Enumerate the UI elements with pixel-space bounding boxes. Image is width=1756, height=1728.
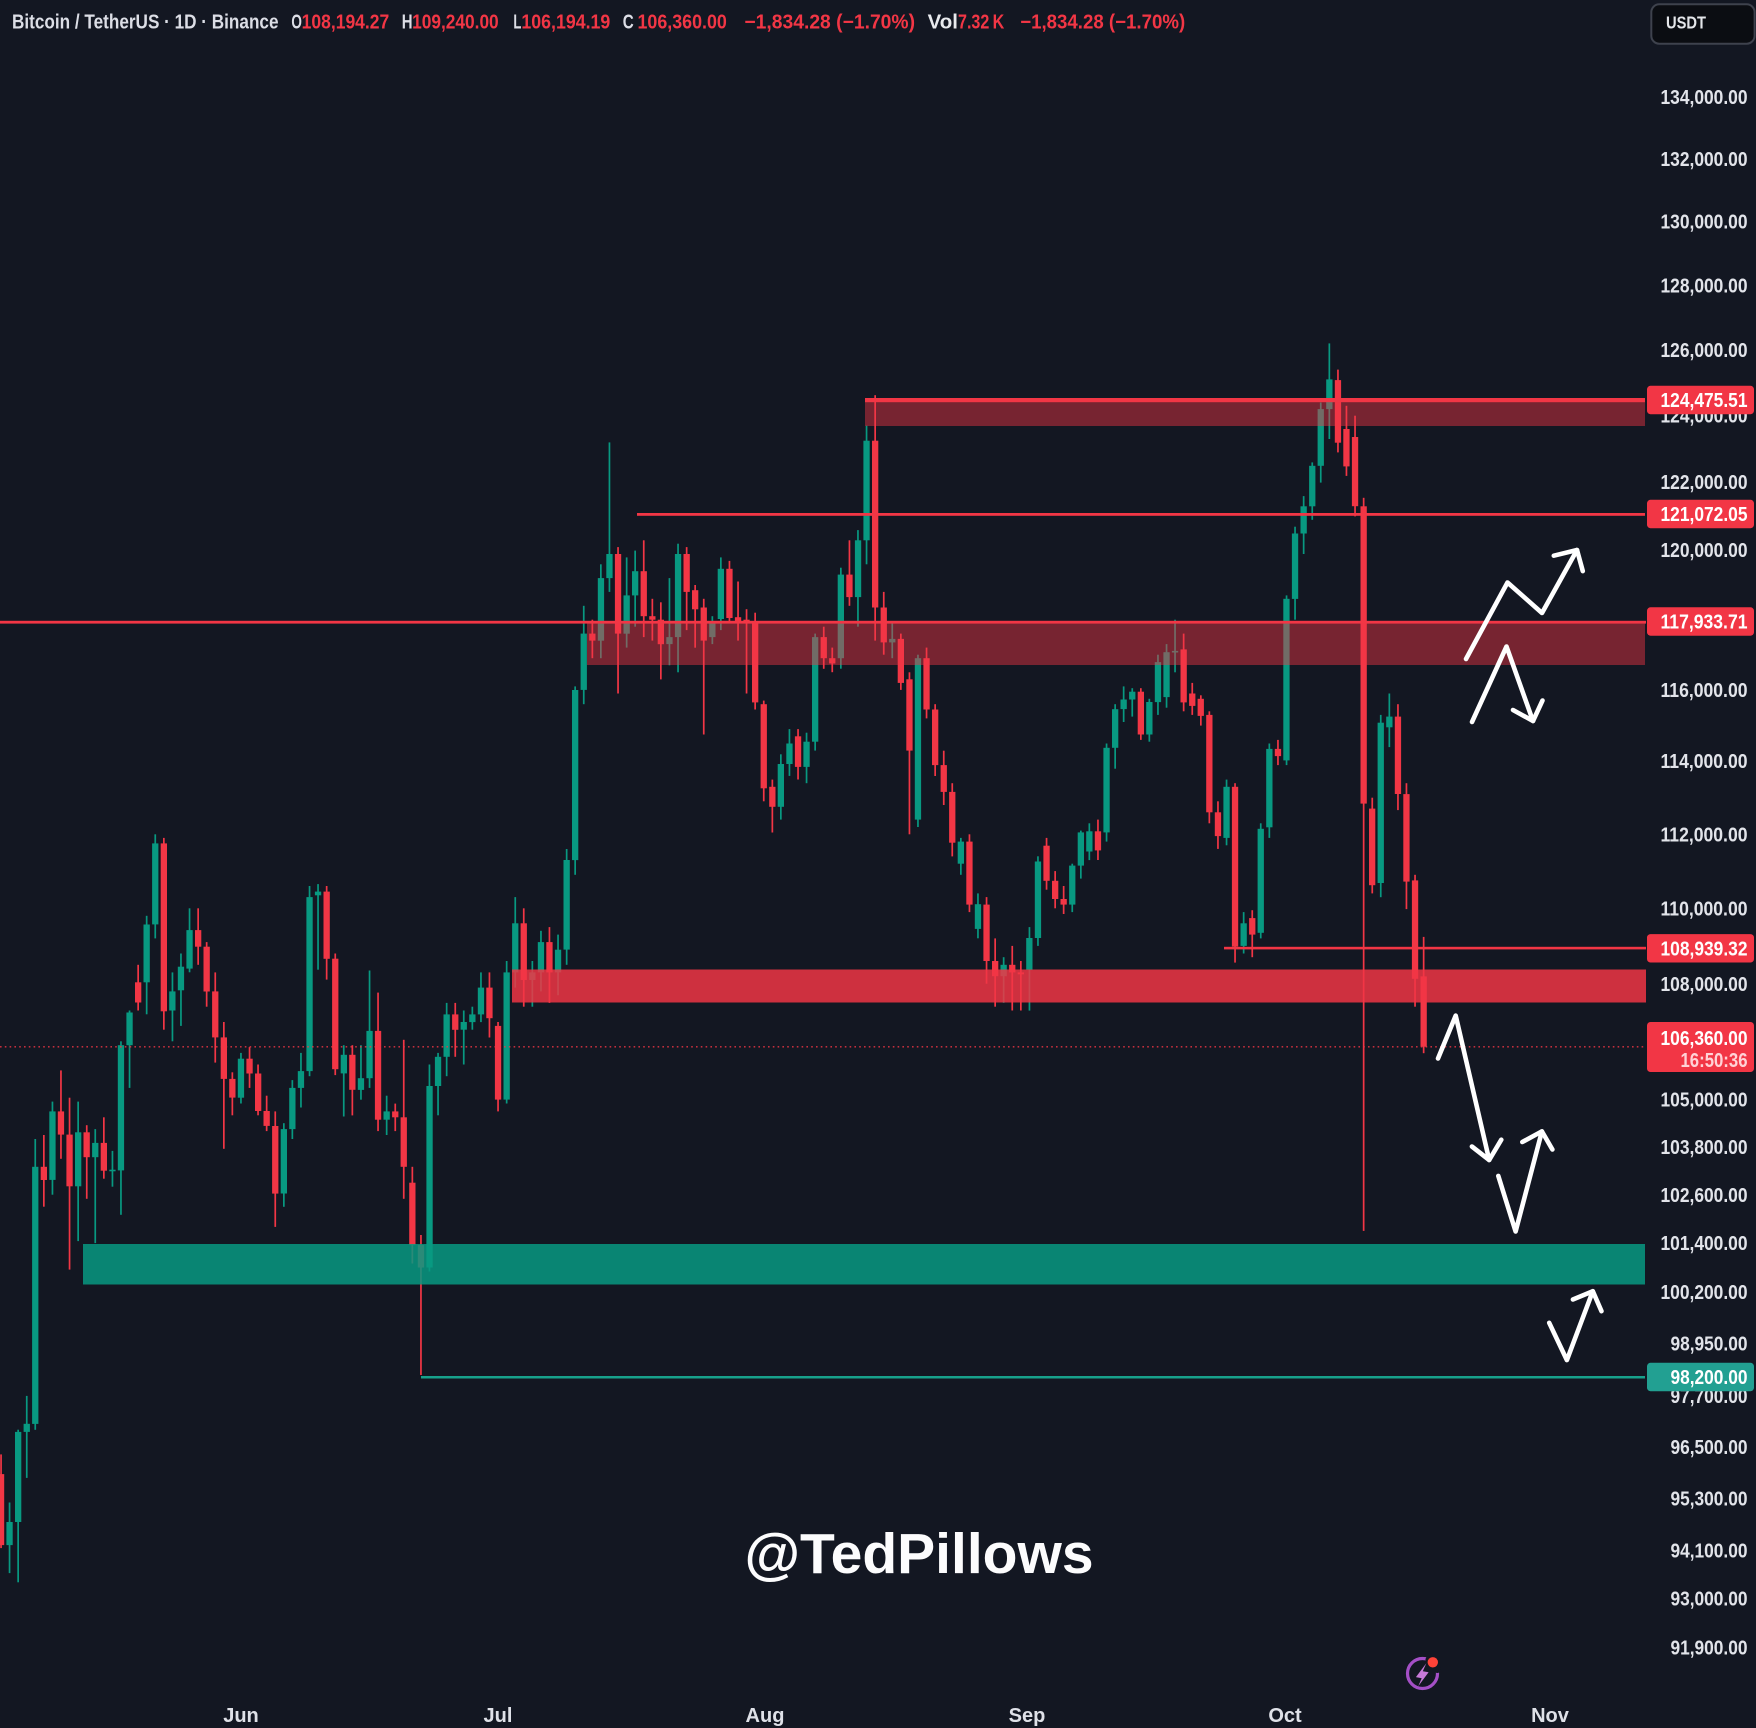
svg-text:−1,834.28 (−1.70%): −1,834.28 (−1.70%) — [1020, 12, 1185, 34]
svg-text:Oct: Oct — [1268, 1705, 1302, 1727]
svg-text:128,000.00: 128,000.00 — [1661, 275, 1748, 297]
svg-text:121,072.05: 121,072.05 — [1661, 504, 1748, 526]
svg-text:Aug: Aug — [746, 1705, 785, 1727]
svg-text:106,360.00: 106,360.00 — [1661, 1028, 1748, 1050]
svg-text:O: O — [291, 12, 302, 34]
svg-text:134,000.00: 134,000.00 — [1661, 87, 1748, 109]
svg-text:L: L — [513, 12, 521, 34]
svg-text:7.32 K: 7.32 K — [958, 12, 1005, 34]
svg-text:91,900.00: 91,900.00 — [1671, 1638, 1748, 1660]
svg-text:108,939.32: 108,939.32 — [1661, 938, 1748, 960]
svg-text:Jun: Jun — [223, 1705, 259, 1727]
svg-text:106,360.00: 106,360.00 — [638, 12, 727, 34]
svg-text:Nov: Nov — [1531, 1705, 1570, 1727]
svg-text:132,000.00: 132,000.00 — [1661, 149, 1748, 171]
svg-text:98,200.00: 98,200.00 — [1671, 1367, 1748, 1389]
svg-text:103,800.00: 103,800.00 — [1661, 1137, 1748, 1159]
svg-text:16:50:36: 16:50:36 — [1681, 1050, 1748, 1072]
svg-text:H: H — [402, 12, 413, 34]
svg-text:93,000.00: 93,000.00 — [1671, 1589, 1748, 1611]
svg-text:124,475.51: 124,475.51 — [1661, 390, 1748, 412]
svg-text:106,194.19: 106,194.19 — [521, 12, 610, 34]
svg-text:114,000.00: 114,000.00 — [1661, 751, 1748, 773]
svg-text:Bitcoin / TetherUS · 1D · Bina: Bitcoin / TetherUS · 1D · Binance — [12, 12, 279, 34]
svg-text:110,000.00: 110,000.00 — [1661, 898, 1748, 920]
svg-text:Sep: Sep — [1009, 1705, 1046, 1727]
svg-text:108,000.00: 108,000.00 — [1661, 974, 1748, 996]
svg-text:102,600.00: 102,600.00 — [1661, 1185, 1748, 1207]
svg-text:96,500.00: 96,500.00 — [1671, 1437, 1748, 1459]
svg-text:105,000.00: 105,000.00 — [1661, 1090, 1748, 1112]
svg-text:95,300.00: 95,300.00 — [1671, 1488, 1748, 1510]
svg-text:112,000.00: 112,000.00 — [1661, 824, 1748, 846]
svg-text:122,000.00: 122,000.00 — [1661, 472, 1748, 494]
svg-text:Jul: Jul — [484, 1705, 513, 1727]
svg-text:126,000.00: 126,000.00 — [1661, 340, 1748, 362]
svg-text:94,100.00: 94,100.00 — [1671, 1540, 1748, 1562]
svg-text:101,400.00: 101,400.00 — [1661, 1233, 1748, 1255]
svg-text:109,240.00: 109,240.00 — [412, 12, 499, 34]
svg-text:Vol: Vol — [928, 12, 958, 34]
svg-text:116,000.00: 116,000.00 — [1661, 680, 1748, 702]
svg-text:97,700.00: 97,700.00 — [1671, 1386, 1748, 1408]
svg-text:130,000.00: 130,000.00 — [1661, 212, 1748, 234]
svg-text:−1,834.28 (−1.70%): −1,834.28 (−1.70%) — [744, 12, 915, 34]
svg-text:120,000.00: 120,000.00 — [1661, 540, 1748, 562]
svg-text:108,194.27: 108,194.27 — [302, 12, 390, 34]
svg-text:117,933.71: 117,933.71 — [1661, 612, 1748, 634]
svg-text:USDT: USDT — [1666, 13, 1706, 33]
svg-text:C: C — [623, 12, 634, 34]
svg-text:98,950.00: 98,950.00 — [1671, 1334, 1748, 1356]
svg-text:100,200.00: 100,200.00 — [1661, 1282, 1748, 1304]
svg-text:@TedPillows: @TedPillows — [744, 1522, 1093, 1586]
